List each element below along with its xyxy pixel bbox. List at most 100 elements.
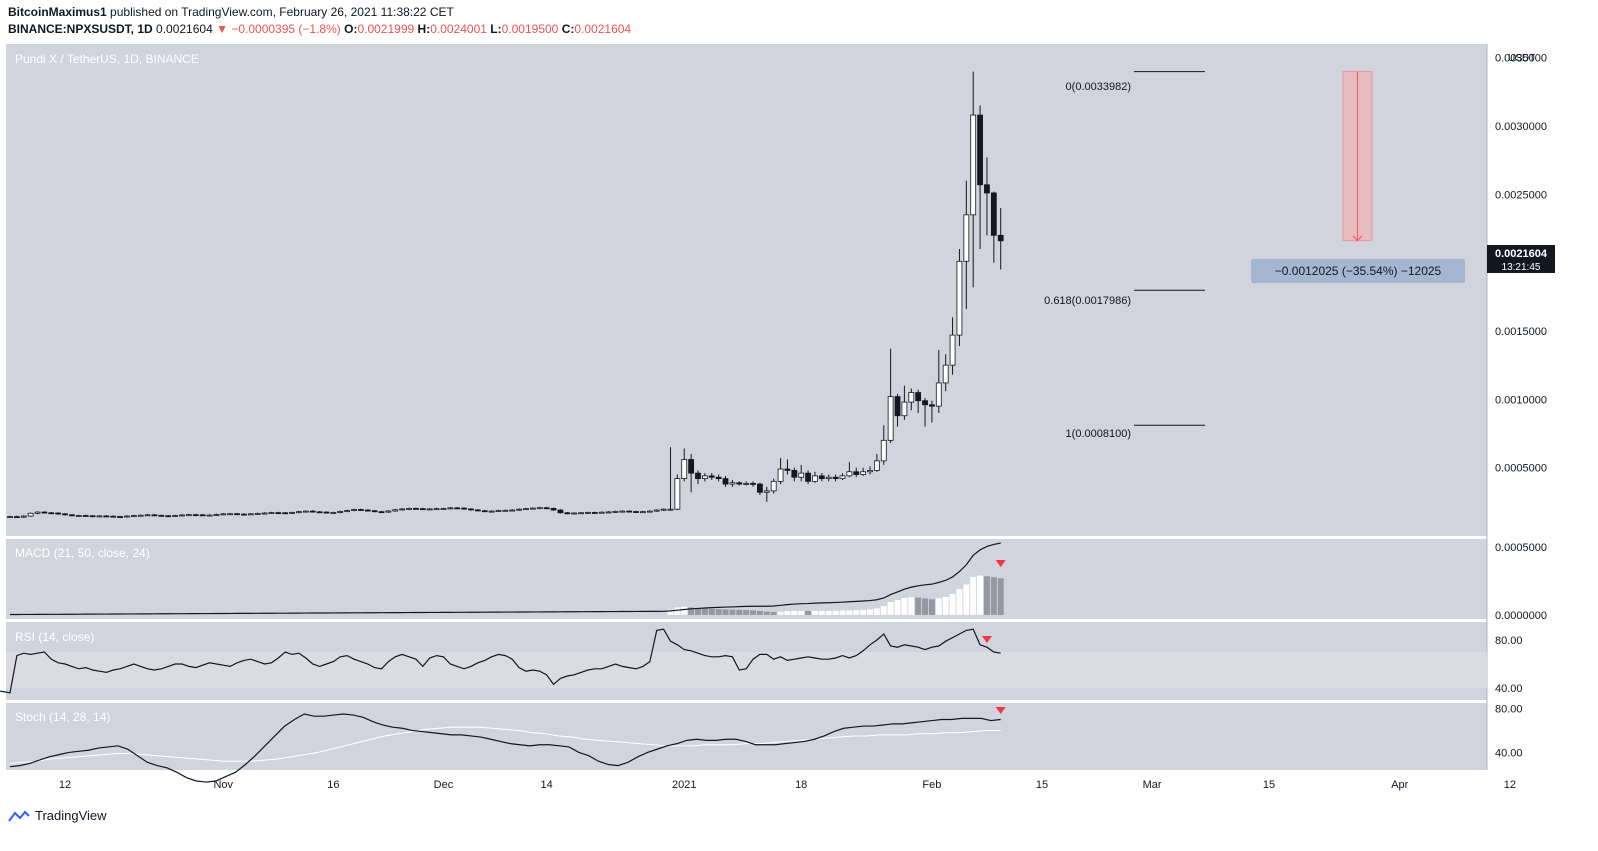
candle[interactable] <box>550 507 557 511</box>
candle[interactable] <box>192 514 199 517</box>
candle[interactable] <box>791 469 798 478</box>
candle[interactable] <box>523 508 529 511</box>
candle[interactable] <box>867 469 873 473</box>
candle[interactable] <box>124 515 130 518</box>
candle[interactable] <box>722 478 729 485</box>
candle[interactable] <box>275 512 282 515</box>
candle[interactable] <box>75 515 82 517</box>
candle[interactable] <box>241 513 247 516</box>
candle[interactable] <box>69 514 75 517</box>
candle[interactable] <box>529 507 536 510</box>
candle[interactable] <box>763 490 770 493</box>
candle[interactable] <box>433 508 440 511</box>
candle[interactable] <box>137 514 144 517</box>
candle[interactable] <box>812 475 818 482</box>
candle[interactable] <box>165 515 172 518</box>
candle[interactable] <box>323 511 330 514</box>
candle[interactable] <box>82 515 89 517</box>
candle[interactable] <box>557 509 564 514</box>
candle[interactable] <box>880 439 887 462</box>
candle[interactable] <box>474 509 481 512</box>
candle[interactable] <box>419 508 426 511</box>
candle[interactable] <box>757 483 763 493</box>
candle[interactable] <box>289 512 295 514</box>
candle[interactable] <box>997 234 1004 242</box>
candle[interactable] <box>268 512 275 515</box>
candle[interactable] <box>929 404 935 407</box>
candle[interactable] <box>13 516 20 518</box>
macd-line[interactable] <box>9 542 1001 616</box>
candle[interactable] <box>970 114 977 216</box>
candle[interactable] <box>901 401 908 417</box>
candle[interactable] <box>48 512 55 515</box>
candle[interactable] <box>894 396 901 417</box>
candle[interactable] <box>839 475 846 480</box>
candle[interactable] <box>516 508 523 511</box>
candle[interactable] <box>784 468 791 471</box>
candle[interactable] <box>908 392 915 403</box>
candle[interactable] <box>7 516 13 518</box>
candle[interactable] <box>977 114 983 186</box>
candle[interactable] <box>777 468 784 482</box>
candle[interactable] <box>172 515 179 517</box>
candle[interactable] <box>117 516 123 518</box>
candle[interactable] <box>667 508 674 511</box>
candle[interactable] <box>495 510 502 512</box>
candle[interactable] <box>509 509 516 512</box>
candle[interactable] <box>578 512 584 515</box>
candle[interactable] <box>351 509 357 511</box>
candle[interactable] <box>873 460 880 471</box>
candle[interactable] <box>337 510 344 513</box>
candle[interactable] <box>701 475 708 480</box>
candle[interactable] <box>729 482 736 485</box>
candle[interactable] <box>378 511 385 514</box>
candle[interactable] <box>27 512 34 517</box>
footer-brand[interactable]: TradingView <box>8 808 107 823</box>
candle[interactable] <box>206 514 213 517</box>
candle[interactable] <box>688 459 695 474</box>
candle[interactable] <box>805 472 811 482</box>
candle[interactable] <box>743 482 750 485</box>
rsi-line[interactable] <box>0 628 1001 694</box>
candle[interactable] <box>62 513 68 516</box>
candle[interactable] <box>984 184 990 194</box>
candle[interactable] <box>502 509 509 512</box>
candle[interactable] <box>585 512 591 514</box>
candle[interactable] <box>426 508 433 511</box>
candle[interactable] <box>344 510 351 512</box>
candle[interactable] <box>695 472 701 479</box>
candle[interactable] <box>461 507 467 510</box>
candle[interactable] <box>20 515 27 518</box>
candle[interactable] <box>282 512 289 515</box>
candle[interactable] <box>413 507 419 510</box>
candle[interactable] <box>41 511 48 514</box>
price-axis[interactable] <box>1487 44 1562 770</box>
candle[interactable] <box>922 400 928 406</box>
candle[interactable] <box>213 514 220 516</box>
candle[interactable] <box>591 512 598 514</box>
candle[interactable] <box>708 475 715 478</box>
candle[interactable] <box>330 512 337 514</box>
candle[interactable] <box>247 513 254 516</box>
candle[interactable] <box>158 514 165 517</box>
candle[interactable] <box>640 511 646 514</box>
candle[interactable] <box>179 514 185 517</box>
candle[interactable] <box>598 511 605 514</box>
candle[interactable] <box>254 513 261 515</box>
candle[interactable] <box>392 509 399 512</box>
candle[interactable] <box>646 510 653 513</box>
candle[interactable] <box>481 510 488 513</box>
candle[interactable] <box>543 507 550 510</box>
candle[interactable] <box>750 482 756 485</box>
candle[interactable] <box>770 480 777 492</box>
stoch-k-line[interactable] <box>9 713 1001 783</box>
candle[interactable] <box>846 471 853 477</box>
candle[interactable] <box>798 472 805 478</box>
stoch-pane[interactable] <box>6 703 1487 770</box>
candle[interactable] <box>130 515 137 518</box>
candle[interactable] <box>736 482 743 485</box>
candle[interactable] <box>633 511 639 513</box>
candle[interactable] <box>385 510 392 513</box>
candle[interactable] <box>199 514 206 517</box>
candle[interactable] <box>674 478 681 510</box>
